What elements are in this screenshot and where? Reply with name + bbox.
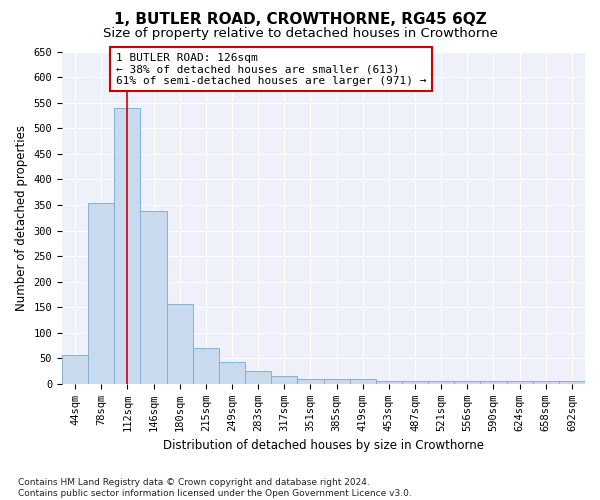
- Bar: [376, 382, 402, 384]
- Bar: [115, 108, 140, 384]
- Bar: [323, 379, 350, 384]
- Text: Size of property relative to detached houses in Crowthorne: Size of property relative to detached ho…: [103, 28, 497, 40]
- Bar: [481, 382, 506, 384]
- Bar: [245, 371, 271, 384]
- Bar: [62, 355, 88, 384]
- Bar: [559, 382, 585, 384]
- Text: 1 BUTLER ROAD: 126sqm
← 38% of detached houses are smaller (613)
61% of semi-det: 1 BUTLER ROAD: 126sqm ← 38% of detached …: [116, 52, 426, 86]
- Text: Contains HM Land Registry data © Crown copyright and database right 2024.
Contai: Contains HM Land Registry data © Crown c…: [18, 478, 412, 498]
- Bar: [428, 382, 454, 384]
- Bar: [140, 211, 167, 384]
- X-axis label: Distribution of detached houses by size in Crowthorne: Distribution of detached houses by size …: [163, 440, 484, 452]
- Y-axis label: Number of detached properties: Number of detached properties: [15, 124, 28, 310]
- Bar: [506, 382, 533, 384]
- Bar: [350, 379, 376, 384]
- Bar: [533, 382, 559, 384]
- Bar: [88, 204, 115, 384]
- Bar: [402, 382, 428, 384]
- Bar: [193, 348, 219, 384]
- Bar: [219, 362, 245, 384]
- Bar: [167, 304, 193, 384]
- Bar: [454, 382, 481, 384]
- Bar: [298, 379, 323, 384]
- Text: 1, BUTLER ROAD, CROWTHORNE, RG45 6QZ: 1, BUTLER ROAD, CROWTHORNE, RG45 6QZ: [113, 12, 487, 28]
- Bar: [271, 376, 298, 384]
